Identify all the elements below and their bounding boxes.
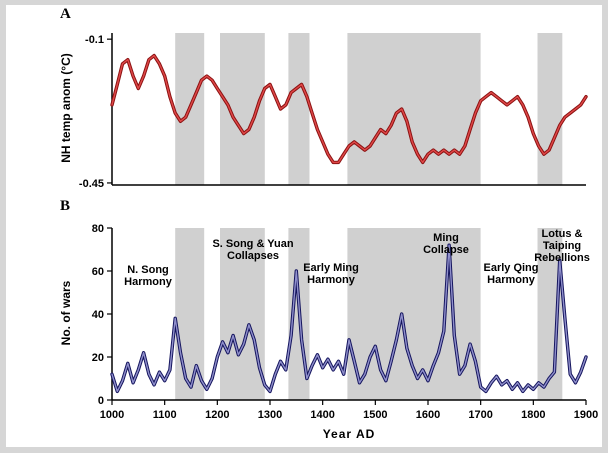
y-tick-label: 40 [92,309,104,321]
temperature-line-highlight [111,54,587,164]
annotation-n-song-harmony: N. Song Harmony [124,264,172,288]
x-tick-label: 1000 [100,409,124,421]
x-tick-label: 1300 [258,409,282,421]
panel-a-chart: -0.1 -0.45 [79,33,588,190]
y-tick-label: 0 [98,395,104,407]
annotation-ming-collapse: Ming Collapse [423,232,469,256]
x-axis-title: Year AD [322,427,376,441]
x-tick-label: 1600 [416,409,440,421]
annotation-s-song-yuan-collapses: S. Song & Yuan Collapses [212,238,294,262]
annotation-lotus-taiping-rebellions: Lotus & Taiping Rebellions [534,228,590,264]
panel-b-chart: 0 20 40 60 80 1000 1100 1200 1300 1400 1500 1600 170… [92,223,598,421]
shaded-band [220,228,265,400]
annotation-early-ming-harmony: Early Ming Harmony [303,262,359,286]
x-tick-label: 1500 [363,409,387,421]
y-tick-label: 80 [92,223,104,235]
shaded-band [537,33,563,185]
y-tick-label: -0.45 [79,178,104,190]
shaded-band [288,33,310,185]
shaded-band [347,33,481,185]
wars-line-highlight [111,244,587,393]
annotation-early-qing-harmony: Early Qing Harmony [483,262,539,286]
panel-a-label: A [60,6,71,22]
x-tick-label: 1200 [205,409,229,421]
panel-b-y-axis-title: No. of wars [59,280,73,346]
x-tick-label: 1800 [521,409,545,421]
panel-b-label: B [60,198,71,214]
y-tick-label: 60 [92,266,104,278]
y-tick-label: 20 [92,352,104,364]
x-tick-label: 1400 [310,409,334,421]
y-tick-label: -0.1 [85,34,104,46]
panel-a-y-axis-title: NH temp anom (°C) [59,53,73,163]
x-tick-label: 1700 [468,409,492,421]
x-tick-label: 1900 [574,409,598,421]
x-tick-label: 1100 [153,409,177,421]
